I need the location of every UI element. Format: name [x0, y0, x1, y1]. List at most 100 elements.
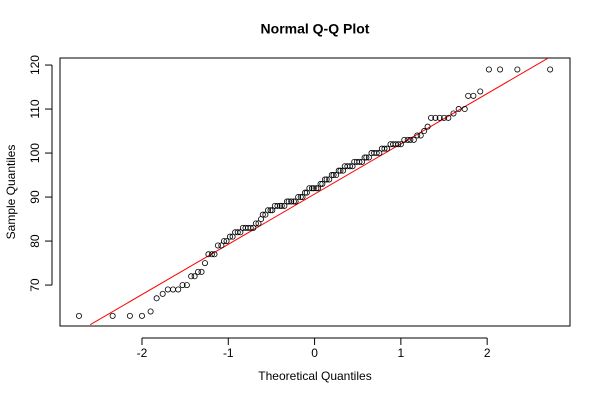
- point: [267, 207, 274, 214]
- point: [445, 114, 452, 121]
- point: [455, 106, 462, 113]
- point: [313, 185, 320, 192]
- point: [384, 145, 391, 152]
- point: [205, 251, 212, 258]
- point: [414, 132, 421, 139]
- x-tick-label: 0: [311, 346, 318, 360]
- point: [376, 150, 383, 157]
- point: [310, 185, 317, 192]
- point: [211, 251, 218, 258]
- point: [335, 167, 342, 174]
- point: [281, 202, 288, 209]
- point: [191, 273, 198, 280]
- point: [226, 233, 233, 240]
- point: [441, 114, 448, 121]
- point: [259, 211, 266, 218]
- point: [290, 198, 297, 205]
- point: [214, 242, 221, 249]
- point: [407, 136, 414, 143]
- point: [410, 136, 417, 143]
- point: [470, 92, 477, 99]
- point: [381, 145, 388, 152]
- x-tick-label: 1: [398, 346, 405, 360]
- point: [297, 194, 304, 201]
- point: [229, 233, 236, 240]
- point: [333, 172, 340, 179]
- point: [461, 106, 468, 113]
- point: [306, 185, 313, 192]
- point: [315, 185, 322, 192]
- point: [421, 128, 428, 135]
- point: [321, 176, 328, 183]
- point: [359, 158, 366, 165]
- point: [237, 229, 244, 236]
- chart-title: Normal Q-Q Plot: [261, 21, 370, 37]
- point: [485, 66, 492, 73]
- y-axis-label: Sample Quantiles: [4, 145, 18, 240]
- point: [274, 202, 281, 209]
- point: [170, 286, 177, 293]
- point: [395, 141, 402, 148]
- y-tick-label: 90: [28, 190, 42, 204]
- point: [138, 312, 145, 319]
- point: [234, 229, 241, 236]
- y-tick-label: 100: [28, 143, 42, 163]
- point: [547, 66, 554, 73]
- y-tick-label: 70: [28, 278, 42, 292]
- point: [299, 194, 306, 201]
- x-axis-label: Theoretical Quantiles: [258, 369, 371, 383]
- point: [188, 273, 195, 280]
- point: [164, 286, 171, 293]
- point: [247, 224, 254, 231]
- point: [424, 123, 431, 130]
- point: [302, 189, 309, 196]
- point: [208, 251, 215, 258]
- point: [218, 242, 225, 249]
- point: [323, 176, 330, 183]
- point: [109, 312, 116, 319]
- point: [330, 172, 337, 179]
- x-tick-label: -1: [223, 346, 234, 360]
- point: [356, 158, 363, 165]
- point: [223, 238, 230, 245]
- point: [277, 202, 284, 209]
- point: [432, 114, 439, 121]
- point: [465, 92, 472, 99]
- point: [288, 198, 295, 205]
- point: [428, 114, 435, 121]
- point: [179, 282, 186, 289]
- point: [417, 132, 424, 139]
- point: [147, 308, 154, 315]
- point: [514, 66, 521, 73]
- point: [269, 207, 276, 214]
- x-tick-label: -2: [137, 346, 148, 360]
- y-tick-label: 80: [28, 234, 42, 248]
- point: [262, 211, 269, 218]
- point: [436, 114, 443, 121]
- point: [337, 167, 344, 174]
- point: [252, 220, 259, 227]
- point: [319, 180, 326, 187]
- point: [401, 136, 408, 143]
- point: [153, 295, 160, 302]
- point: [198, 268, 205, 275]
- point: [264, 207, 271, 214]
- point: [195, 268, 202, 275]
- y-tick-label: 110: [28, 99, 42, 118]
- point: [477, 88, 484, 95]
- point: [175, 286, 182, 293]
- point: [159, 290, 166, 297]
- point: [363, 154, 370, 161]
- point: [201, 260, 208, 267]
- point: [292, 198, 299, 205]
- point: [328, 172, 335, 179]
- x-tick-label: 2: [484, 346, 491, 360]
- point: [250, 224, 257, 231]
- point: [303, 189, 310, 196]
- point: [183, 282, 190, 289]
- point: [397, 141, 404, 148]
- point: [126, 312, 133, 319]
- point: [308, 185, 315, 192]
